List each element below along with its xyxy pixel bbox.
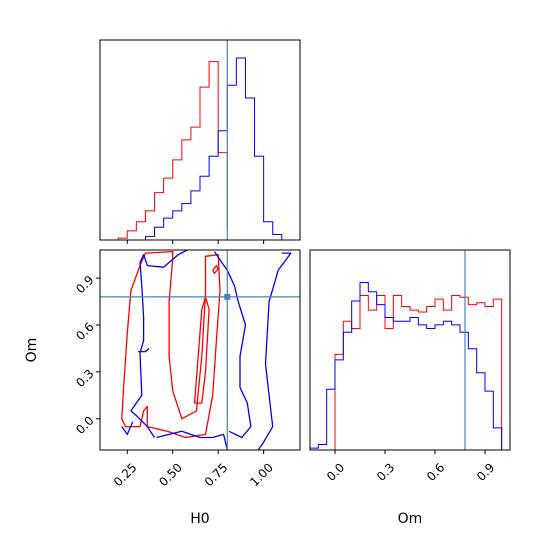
contour-red (121, 250, 221, 439)
h0-tick-label: 1.00 (247, 460, 276, 489)
contour-red (212, 264, 219, 275)
om-xtick-label: 0.0 (324, 460, 347, 483)
om-ytick-label: 0.0 (73, 413, 96, 436)
om-ytick-label: 0.6 (73, 320, 96, 343)
contour-blue (130, 250, 188, 438)
h0-histogram-blue (144, 57, 283, 240)
om-histogram-blue (310, 282, 510, 450)
contour-blue (213, 251, 252, 439)
contour-blue (156, 430, 228, 450)
contour-frame (99, 249, 301, 451)
h0-om-contour-plot (100, 250, 300, 450)
om-ytick-label: 0.9 (73, 273, 96, 296)
truth-marker (224, 293, 231, 300)
contour-blue (257, 252, 292, 450)
om-xtick-label: 0.9 (474, 460, 497, 483)
om-histogram-plot (310, 250, 510, 450)
om-xtick-label: 0.3 (374, 460, 397, 483)
om-axis-label-bottom: Om (398, 511, 423, 527)
contour-blue (138, 347, 150, 353)
h0-tick-label: 0.50 (156, 460, 185, 489)
contour-red (193, 296, 210, 404)
om-xtick-label: 0.6 (424, 460, 447, 483)
om-ytick-label: 0.3 (73, 367, 96, 390)
contour-blue (121, 421, 134, 436)
h0-histogram-plot (117, 40, 283, 240)
h0-histogram-frame (99, 39, 301, 241)
h0-axis-label: H0 (190, 511, 209, 527)
h0-tick-label: 0.25 (111, 460, 140, 489)
h0-histogram-red (117, 61, 228, 240)
om-histogram-frame (309, 249, 511, 451)
h0-tick-label: 0.75 (202, 460, 231, 489)
om-axis-label-left: Om (24, 338, 40, 363)
